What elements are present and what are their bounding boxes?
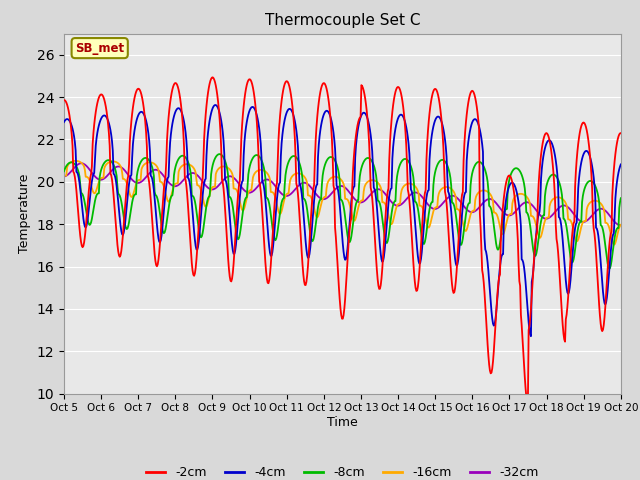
Text: SB_met: SB_met xyxy=(75,42,124,55)
Legend: -2cm, -4cm, -8cm, -16cm, -32cm: -2cm, -4cm, -8cm, -16cm, -32cm xyxy=(141,461,543,480)
Title: Thermocouple Set C: Thermocouple Set C xyxy=(265,13,420,28)
Y-axis label: Temperature: Temperature xyxy=(18,174,31,253)
X-axis label: Time: Time xyxy=(327,416,358,429)
